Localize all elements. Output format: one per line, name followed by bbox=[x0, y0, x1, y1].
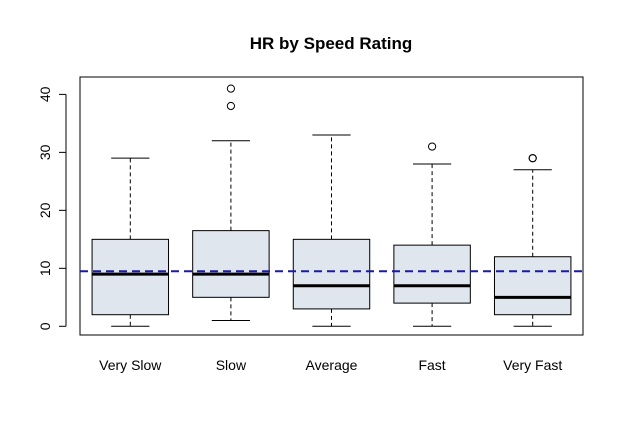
y-tick-label: 10 bbox=[37, 260, 53, 276]
chart-title: HR by Speed Rating bbox=[250, 34, 412, 53]
outlier-point bbox=[226, 101, 235, 111]
iqr-box bbox=[91, 238, 170, 316]
y-tick-label: 30 bbox=[37, 144, 53, 160]
outlier-point bbox=[226, 84, 235, 93]
y-tick-label: 20 bbox=[37, 202, 53, 218]
iqr-box bbox=[493, 256, 572, 316]
iqr-box bbox=[292, 238, 371, 310]
box-very-fast bbox=[493, 154, 572, 327]
outlier-point bbox=[428, 142, 437, 151]
y-tick-label: 40 bbox=[37, 86, 53, 102]
iqr-box bbox=[393, 244, 471, 304]
x-category-label: Very Slow bbox=[99, 357, 162, 373]
x-axis-labels: Very Slow Slow Average Fast Very Fast bbox=[99, 357, 562, 373]
x-category-label: Average bbox=[306, 357, 358, 373]
y-tick-label: 0 bbox=[37, 322, 53, 330]
x-category-label: Slow bbox=[216, 357, 247, 373]
outlier-point bbox=[528, 154, 537, 163]
x-category-label: Very Fast bbox=[503, 357, 562, 373]
y-axis: 0 10 20 30 40 bbox=[37, 86, 67, 330]
box-slow bbox=[192, 84, 270, 322]
box-very-slow bbox=[91, 157, 170, 327]
boxes bbox=[91, 84, 572, 327]
box-average bbox=[292, 134, 371, 327]
plot-frame bbox=[79, 76, 584, 336]
box-fast bbox=[393, 142, 471, 327]
x-category-label: Fast bbox=[418, 357, 445, 373]
iqr-box bbox=[192, 230, 270, 298]
